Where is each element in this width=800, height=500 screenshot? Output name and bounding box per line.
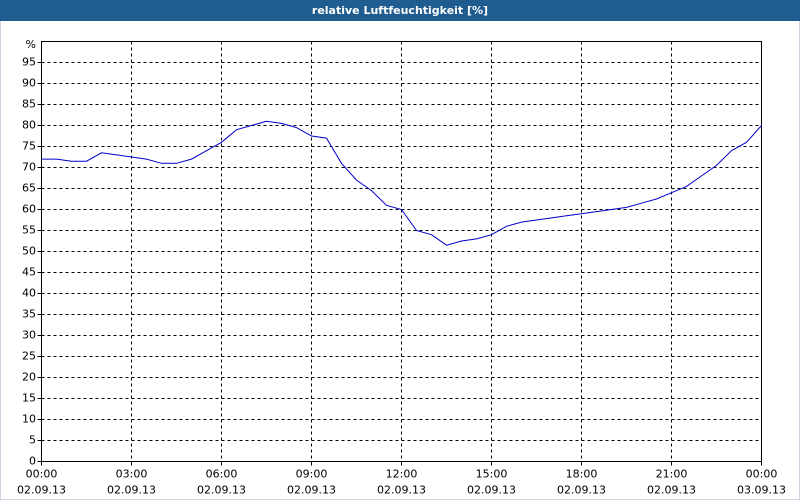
x-tick-date: 02.09.13 [557,484,606,497]
x-tick-label: 03:00 [116,468,148,481]
x-tick-label: 00:00 [26,468,58,481]
y-tick-label: 55 [22,224,36,237]
y-tick-label: 85 [22,98,36,111]
y-tick-label: 5 [29,434,36,447]
y-tick-label: 0 [29,455,36,468]
x-tick-date: 02.09.13 [467,484,516,497]
x-tick-label: 12:00 [386,468,418,481]
x-tick-label: 18:00 [566,468,598,481]
y-tick-label: 10 [22,413,36,426]
y-tick-label: 60 [22,203,36,216]
chart-title: relative Luftfeuchtigkeit [%] [312,4,488,17]
y-tick-label: 45 [22,266,36,279]
x-tick-label: 15:00 [476,468,508,481]
x-tick-date: 02.09.13 [287,484,336,497]
y-tick-label: 50 [22,245,36,258]
x-tick-date: 02.09.13 [377,484,426,497]
x-tick-date: 02.09.13 [197,484,246,497]
y-tick-label: 25 [22,350,36,363]
x-tick-label: 00:00 [746,468,778,481]
x-tick-date: 03.09.13 [737,484,786,497]
y-tick-label: 75 [22,140,36,153]
y-axis-unit: % [26,38,36,51]
y-tick-label: 65 [22,182,36,195]
y-tick-label: 80 [22,119,36,132]
y-tick-label: 70 [22,161,36,174]
x-tick-date: 02.09.13 [107,484,156,497]
y-tick-label: 90 [22,77,36,90]
x-tick-label: 09:00 [296,468,328,481]
y-tick-label: 35 [22,308,36,321]
x-tick-label: 21:00 [656,468,688,481]
data-line [41,120,762,246]
x-tick-label: 06:00 [206,468,238,481]
y-tick-label: 20 [22,371,36,384]
y-tick-label: 40 [22,287,36,300]
x-tick-date: 02.09.13 [647,484,696,497]
y-tick-label: 15 [22,392,36,405]
y-tick-label: 95 [22,56,36,69]
x-tick-date: 02.09.13 [17,484,66,497]
y-tick-label: 30 [22,329,36,342]
title-bar [0,0,800,21]
